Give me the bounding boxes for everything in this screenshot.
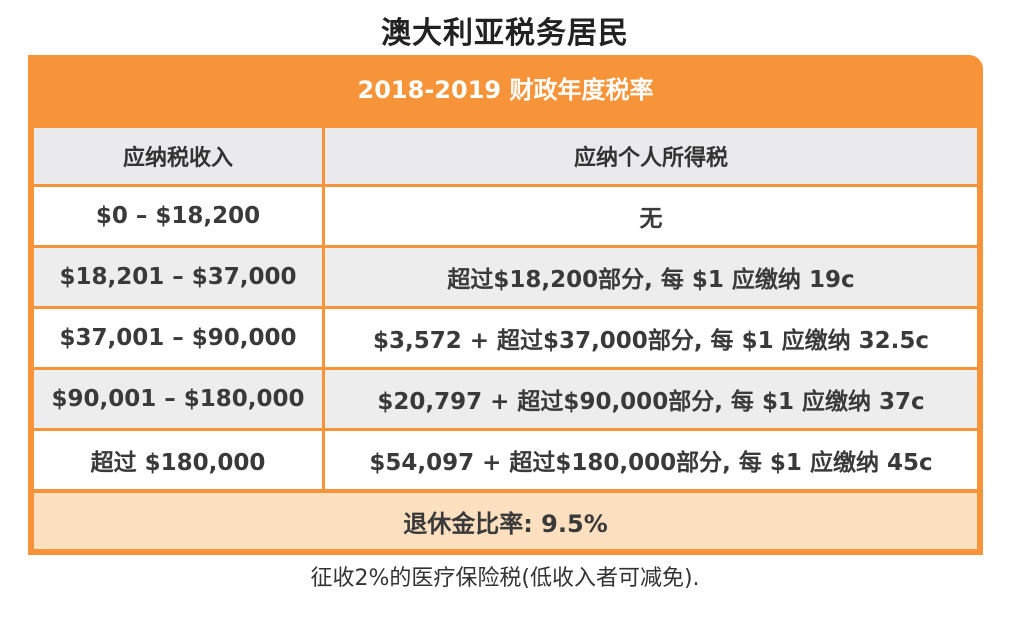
income-cell: $90,001 – $180,000 [34, 370, 322, 428]
superannuation-rate: 退休金比率: 9.5% [34, 493, 977, 549]
tax-rate-panel: 2018-2019 财政年度税率 应纳税收入 应纳个人所得税 $0 – $18,… [28, 55, 983, 555]
table-header-row: 应纳税收入 应纳个人所得税 [34, 128, 977, 184]
tax-cell: $54,097 + 超过$180,000部分, 每 $1 应缴纳 45c [325, 431, 977, 489]
page-title: 澳大利亚税务居民 [381, 16, 629, 51]
panel-heading: 2018-2019 财政年度税率 [357, 76, 654, 104]
table-row: $0 – $18,200 无 [34, 187, 977, 245]
tax-cell: $3,572 + 超过$37,000部分, 每 $1 应缴纳 32.5c [325, 309, 977, 367]
tax-cell: $20,797 + 超过$90,000部分, 每 $1 应缴纳 37c [325, 370, 977, 428]
tax-cell: 超过$18,200部分, 每 $1 应缴纳 19c [325, 248, 977, 306]
medicare-levy-note: 征收2%的医疗保险税(低收入者可减免). [310, 566, 700, 591]
income-cell: $0 – $18,200 [34, 187, 322, 245]
table-row: $90,001 – $180,000 $20,797 + 超过$90,000部分… [34, 370, 977, 428]
income-cell: $37,001 – $90,000 [34, 309, 322, 367]
table-row: $18,201 – $37,000 超过$18,200部分, 每 $1 应缴纳 … [34, 248, 977, 306]
tax-cell: 无 [325, 187, 977, 245]
column-header-income: 应纳税收入 [34, 128, 322, 184]
income-cell: $18,201 – $37,000 [34, 248, 322, 306]
tax-rate-table: 应纳税收入 应纳个人所得税 $0 – $18,200 无 $18,201 – $… [34, 128, 977, 489]
table-row: 超过 $180,000 $54,097 + 超过$180,000部分, 每 $1… [34, 431, 977, 489]
income-cell: 超过 $180,000 [34, 431, 322, 489]
table-row: $37,001 – $90,000 $3,572 + 超过$37,000部分, … [34, 309, 977, 367]
column-header-tax: 应纳个人所得税 [325, 128, 977, 184]
